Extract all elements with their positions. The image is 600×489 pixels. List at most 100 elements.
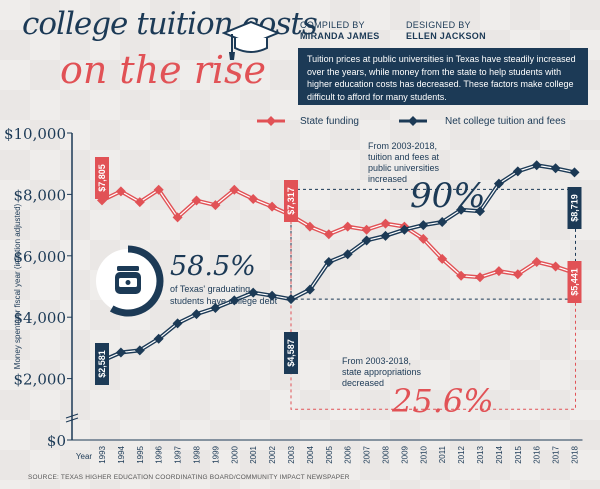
data-label-tuition-1993-tag <box>95 343 109 385</box>
tuition-point <box>267 290 278 301</box>
x-tick-label: 1996 <box>155 445 164 463</box>
debt-text-line1: of Texas' graduating <box>170 284 250 294</box>
tuition-annotation-box <box>290 188 576 300</box>
tuition-annotation-line: From 2003-2018, <box>368 141 437 151</box>
y-tick-label: $8,000 <box>14 186 67 204</box>
x-tick-label: 2018 <box>571 445 580 463</box>
debt-ring <box>109 245 164 317</box>
state-funding-point <box>248 194 259 205</box>
tuition-point <box>550 163 561 174</box>
state-funding-point <box>493 266 504 277</box>
legend-state-funding: State funding <box>300 116 359 127</box>
x-tick-label: 2004 <box>306 445 315 463</box>
tuition-point <box>115 347 126 358</box>
state-funding-point <box>550 261 561 272</box>
tuition-point <box>512 166 523 177</box>
tuition-point <box>380 230 391 241</box>
tuition-point <box>229 295 240 306</box>
x-tick-label: 1999 <box>211 445 220 463</box>
data-label-state-2003-tag <box>284 180 298 222</box>
data-label-state-2018: $5,441 <box>570 268 580 296</box>
state-funding-point <box>418 233 429 244</box>
money-jar-icon-coin <box>125 280 131 285</box>
x-tick-label: 1998 <box>193 445 202 463</box>
y-tick-label: $10,000 <box>4 125 66 143</box>
intro-text: Tuition prices at public universities in… <box>298 48 588 105</box>
legend-state-funding-marker <box>266 116 276 126</box>
state-funding-point <box>153 184 164 195</box>
state-funding-point <box>512 269 523 280</box>
state-funding-point <box>172 212 183 223</box>
state-annotation-line: decreased <box>342 378 384 388</box>
x-tick-label: 2017 <box>552 445 561 463</box>
tuition-annotation-line: public universities <box>368 163 440 173</box>
state-funding-point <box>475 272 485 283</box>
x-axis-label: Year <box>76 452 93 461</box>
tuition-point <box>172 318 183 329</box>
state-funding-point <box>361 224 372 235</box>
state-annotation-percent: 25.6% <box>391 382 494 420</box>
x-tick-label: 1997 <box>174 445 183 463</box>
tuition-annotation-line: increased <box>368 174 407 184</box>
graduation-cap-icon <box>222 20 280 60</box>
data-label-state-2003: $7,317 <box>286 187 296 215</box>
state-funding-point <box>342 221 353 232</box>
tuition-point <box>323 256 334 267</box>
state-funding-point <box>115 186 126 197</box>
x-tick-label: 2008 <box>382 445 391 463</box>
x-tick-label: 2015 <box>514 445 523 463</box>
x-tick-label: 2000 <box>230 445 239 463</box>
state-funding-point <box>380 218 391 229</box>
x-tick-label: 2010 <box>419 445 428 463</box>
state-annotation-line: state appropriations <box>342 367 422 377</box>
tuition-point <box>531 160 542 171</box>
money-jar-icon-lid <box>117 266 139 271</box>
tuition-point <box>304 284 315 295</box>
data-label-tuition-2003-tag <box>284 332 298 374</box>
tuition-point <box>569 167 580 178</box>
x-tick-label: 1995 <box>136 445 145 463</box>
x-tick-label: 2011 <box>438 445 447 463</box>
legend-tuition: Net college tuition and fees <box>445 116 566 127</box>
x-tick-label: 1993 <box>98 445 107 463</box>
x-tick-label: 2009 <box>400 445 409 463</box>
state-funding-point <box>437 253 448 264</box>
tuition-point <box>153 333 164 344</box>
tuition-point <box>134 345 145 356</box>
state-funding-point <box>134 197 145 208</box>
designed-by-name: ELLEN JACKSON <box>406 31 486 41</box>
compiled-by-label: COMPILED BY <box>300 20 365 30</box>
tuition-point <box>191 309 202 320</box>
tuition-point <box>475 206 485 217</box>
debt-text-line2: students have college debt <box>170 296 278 306</box>
tuition-point <box>248 287 259 298</box>
x-tick-label: 2002 <box>268 445 277 463</box>
tuition-point <box>399 224 410 235</box>
y-tick-label: $0 <box>47 432 66 450</box>
compiled-by-name: MIRANDA JAMES <box>300 31 380 41</box>
state-funding-point <box>267 201 278 212</box>
designed-by-label: DESIGNED BY <box>406 20 471 30</box>
y-tick-label: $4,000 <box>14 309 67 327</box>
tuition-point <box>418 220 429 231</box>
tuition-point <box>210 302 221 313</box>
state-annotation-box <box>290 215 576 410</box>
tuition-annotation-percent: 90% <box>410 176 486 216</box>
axis-break-mark <box>65 413 79 423</box>
tuition-point <box>361 235 372 246</box>
state-funding-point <box>531 256 542 267</box>
x-tick-label: 2006 <box>344 445 353 463</box>
tuition-point <box>437 217 448 228</box>
data-label-tuition-2003: $4,587 <box>286 339 296 367</box>
x-tick-label: 2003 <box>287 445 296 463</box>
state-funding-point <box>456 270 467 281</box>
data-label-tuition-1993: $2,581 <box>97 350 107 378</box>
x-tick-label: 2014 <box>495 445 504 463</box>
state-funding-point <box>323 229 334 240</box>
tuition-point <box>456 204 467 215</box>
legend-tuition-marker <box>408 116 418 126</box>
data-label-tuition-2018-tag <box>567 187 582 229</box>
x-tick-label: 2013 <box>476 445 485 463</box>
data-label-state-1993-tag <box>95 157 109 199</box>
